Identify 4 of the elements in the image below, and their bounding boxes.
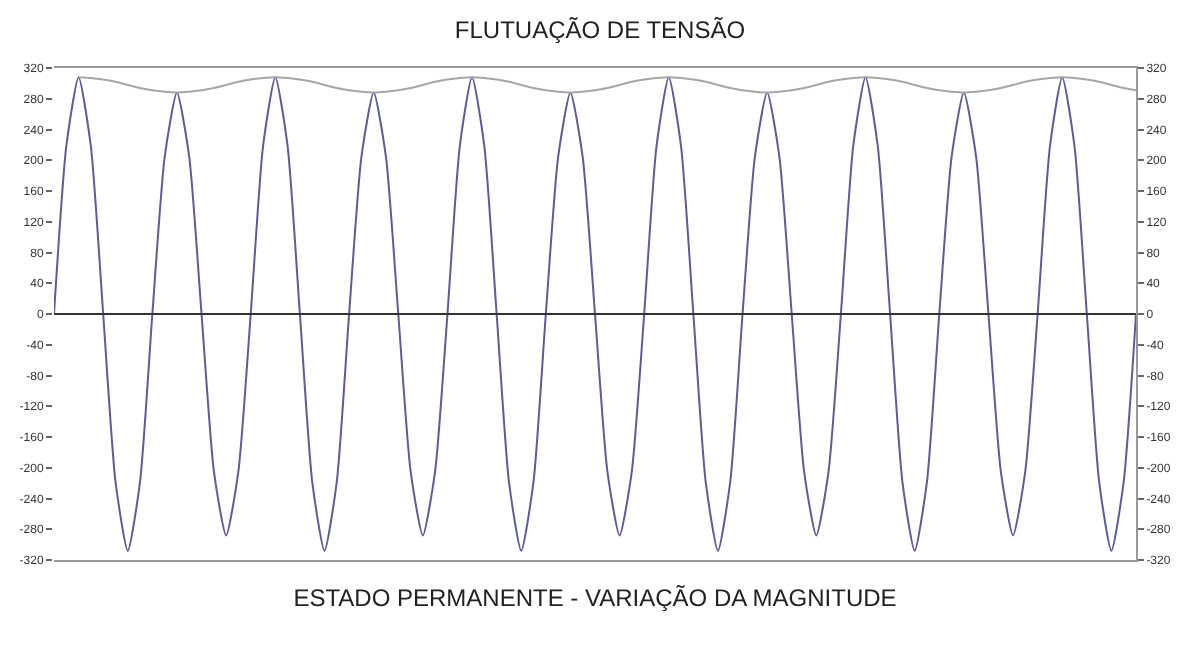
- chart-title: FLUTUAÇÃO DE TENSÃO: [454, 15, 746, 44]
- x-axis-title: ESTADO PERMANENTE - VARIAÇÃO DA MAGNITUDE: [293, 583, 897, 612]
- line-series: [77, 76, 1136, 94]
- line-series: [54, 76, 1136, 552]
